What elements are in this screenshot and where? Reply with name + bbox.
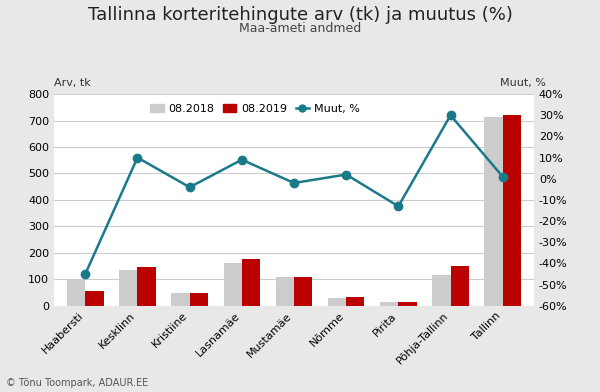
Bar [503,115,521,306]
Text: © Tõnu Toompark, ADAUR.EE: © Tõnu Toompark, ADAUR.EE [6,378,148,388]
Bar [242,259,260,306]
Bar [67,279,85,306]
Bar [190,293,208,306]
Bar [85,291,104,306]
Text: Arv, tk: Arv, tk [54,78,91,88]
Text: Muut, %: Muut, % [500,78,546,88]
Bar [172,292,190,306]
Bar [451,266,469,306]
Text: Tallinna korteritehingute arv (tk) ja muutus (%): Tallinna korteritehingute arv (tk) ja mu… [88,6,512,24]
Bar [346,297,364,306]
Bar [294,277,312,306]
Legend: 08.2018, 08.2019, Muut, %: 08.2018, 08.2019, Muut, % [146,100,364,118]
Bar [432,275,451,306]
Bar [276,277,294,306]
Bar [224,263,242,306]
Bar [484,116,503,306]
Text: Maa-ameti andmed: Maa-ameti andmed [239,22,361,34]
Bar [328,298,346,306]
Bar [380,302,398,306]
Bar [137,267,156,306]
Bar [398,302,416,306]
Bar [119,270,137,306]
